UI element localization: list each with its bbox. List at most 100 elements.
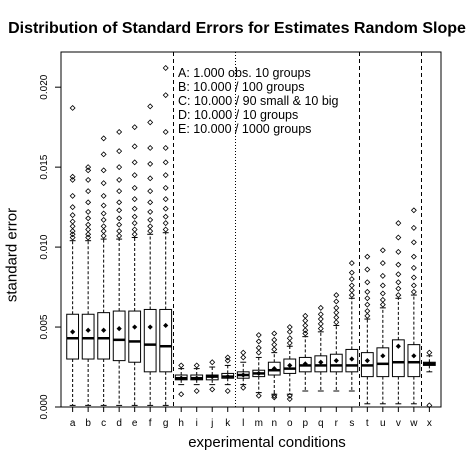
x-tick-label: w bbox=[409, 418, 418, 429]
outlier-point bbox=[410, 239, 417, 246]
outlier-point bbox=[348, 269, 355, 276]
y-tick-label: 0.000 bbox=[39, 394, 50, 419]
outlier-point bbox=[302, 327, 309, 334]
outlier-point bbox=[410, 253, 417, 260]
outlier-point bbox=[255, 338, 262, 345]
outlier-point bbox=[100, 192, 107, 199]
outlier-point bbox=[147, 208, 154, 215]
outlier-point bbox=[302, 322, 309, 329]
outlier-point bbox=[100, 180, 107, 187]
box bbox=[81, 313, 95, 360]
mean-marker bbox=[256, 370, 262, 377]
outlier-point bbox=[395, 279, 402, 286]
box bbox=[391, 339, 405, 378]
outlier-point bbox=[302, 312, 309, 319]
outlier-point bbox=[69, 176, 76, 183]
outlier-point bbox=[395, 248, 402, 255]
outlier-point bbox=[286, 392, 293, 399]
outlier-point bbox=[116, 164, 123, 171]
outlier-point bbox=[131, 172, 138, 179]
x-tick-label: d bbox=[116, 418, 122, 429]
outlier-point bbox=[379, 282, 386, 289]
outlier-point bbox=[193, 388, 200, 394]
outlier-point bbox=[85, 164, 92, 171]
outlier-point bbox=[379, 260, 386, 267]
outlier-point bbox=[317, 304, 324, 311]
mean-marker bbox=[333, 358, 339, 364]
outlier-point bbox=[131, 226, 138, 233]
x-tick-label: a bbox=[70, 418, 76, 429]
box bbox=[143, 308, 157, 373]
x-tick-label: q bbox=[318, 418, 324, 429]
outlier-point bbox=[116, 188, 123, 195]
outlier-point bbox=[286, 396, 293, 402]
mean-marker bbox=[287, 362, 293, 369]
x-tick-label: g bbox=[163, 418, 169, 429]
outlier-point bbox=[162, 220, 169, 227]
mean-marker bbox=[85, 327, 91, 333]
outlier-point bbox=[364, 295, 371, 302]
legend: A: 1.000 obs. 10 groups B: 10.000 / 100 … bbox=[178, 66, 339, 136]
outlier-point bbox=[69, 223, 76, 230]
outlier-point bbox=[317, 311, 324, 318]
mean-marker bbox=[101, 327, 107, 333]
outlier-point bbox=[85, 226, 92, 233]
outlier-point bbox=[379, 296, 386, 303]
outlier-point bbox=[348, 260, 355, 267]
x-tick-label: b bbox=[85, 418, 91, 429]
x-tick-label: i bbox=[196, 418, 198, 429]
outlier-point bbox=[317, 320, 324, 327]
outlier-point bbox=[85, 221, 92, 228]
outlier-point bbox=[410, 207, 417, 214]
outlier-point bbox=[131, 124, 138, 131]
outlier-point bbox=[193, 362, 200, 369]
x-tick-label: v bbox=[396, 418, 401, 429]
outlier-point bbox=[100, 228, 107, 235]
box bbox=[66, 313, 80, 360]
legend-entry-d: D: 10.000 / 10 groups bbox=[178, 108, 299, 122]
outlier-point bbox=[162, 65, 169, 71]
x-tick-label: s bbox=[349, 418, 354, 429]
outlier-point bbox=[162, 196, 169, 203]
outlier-point bbox=[162, 172, 169, 179]
mean-marker bbox=[395, 343, 401, 349]
outlier-point bbox=[395, 292, 402, 299]
outlier-point bbox=[240, 349, 247, 356]
x-tick-label: m bbox=[255, 418, 263, 429]
outlier-point bbox=[240, 384, 247, 391]
mean-marker bbox=[163, 322, 169, 329]
outlier-point bbox=[333, 309, 340, 316]
outlier-point bbox=[131, 159, 138, 166]
legend-entry-b: B: 10.000 / 100 groups bbox=[178, 80, 305, 94]
mean-marker bbox=[132, 324, 138, 330]
legend-entry-c: C: 10.000 / 90 small & 10 big bbox=[178, 94, 339, 108]
outlier-point bbox=[410, 288, 417, 295]
outlier-point bbox=[116, 232, 123, 239]
mean-marker bbox=[147, 324, 153, 330]
outlier-point bbox=[395, 261, 402, 268]
outlier-point bbox=[364, 279, 371, 286]
outlier-point bbox=[255, 392, 262, 399]
mean-marker bbox=[209, 374, 215, 380]
outlier-point bbox=[100, 202, 107, 209]
x-tick-label: f bbox=[149, 418, 152, 429]
outlier-point bbox=[255, 332, 262, 339]
outlier-point bbox=[131, 184, 138, 191]
x-tick-label: o bbox=[287, 418, 293, 429]
outlier-point bbox=[147, 188, 154, 195]
outlier-point bbox=[116, 176, 123, 183]
outlier-point bbox=[379, 290, 386, 297]
outlier-point bbox=[271, 330, 278, 337]
outlier-point bbox=[178, 391, 185, 398]
outlier-point bbox=[85, 199, 92, 206]
mean-marker bbox=[318, 359, 324, 365]
outlier-point bbox=[162, 226, 169, 233]
outlier-point bbox=[100, 210, 107, 217]
outlier-point bbox=[395, 220, 402, 227]
outlier-point bbox=[209, 386, 216, 393]
y-tick-label: 0.010 bbox=[39, 234, 50, 259]
outlier-point bbox=[116, 207, 123, 214]
outlier-point bbox=[116, 148, 123, 155]
outlier-point bbox=[379, 272, 386, 279]
outlier-point bbox=[317, 316, 324, 323]
